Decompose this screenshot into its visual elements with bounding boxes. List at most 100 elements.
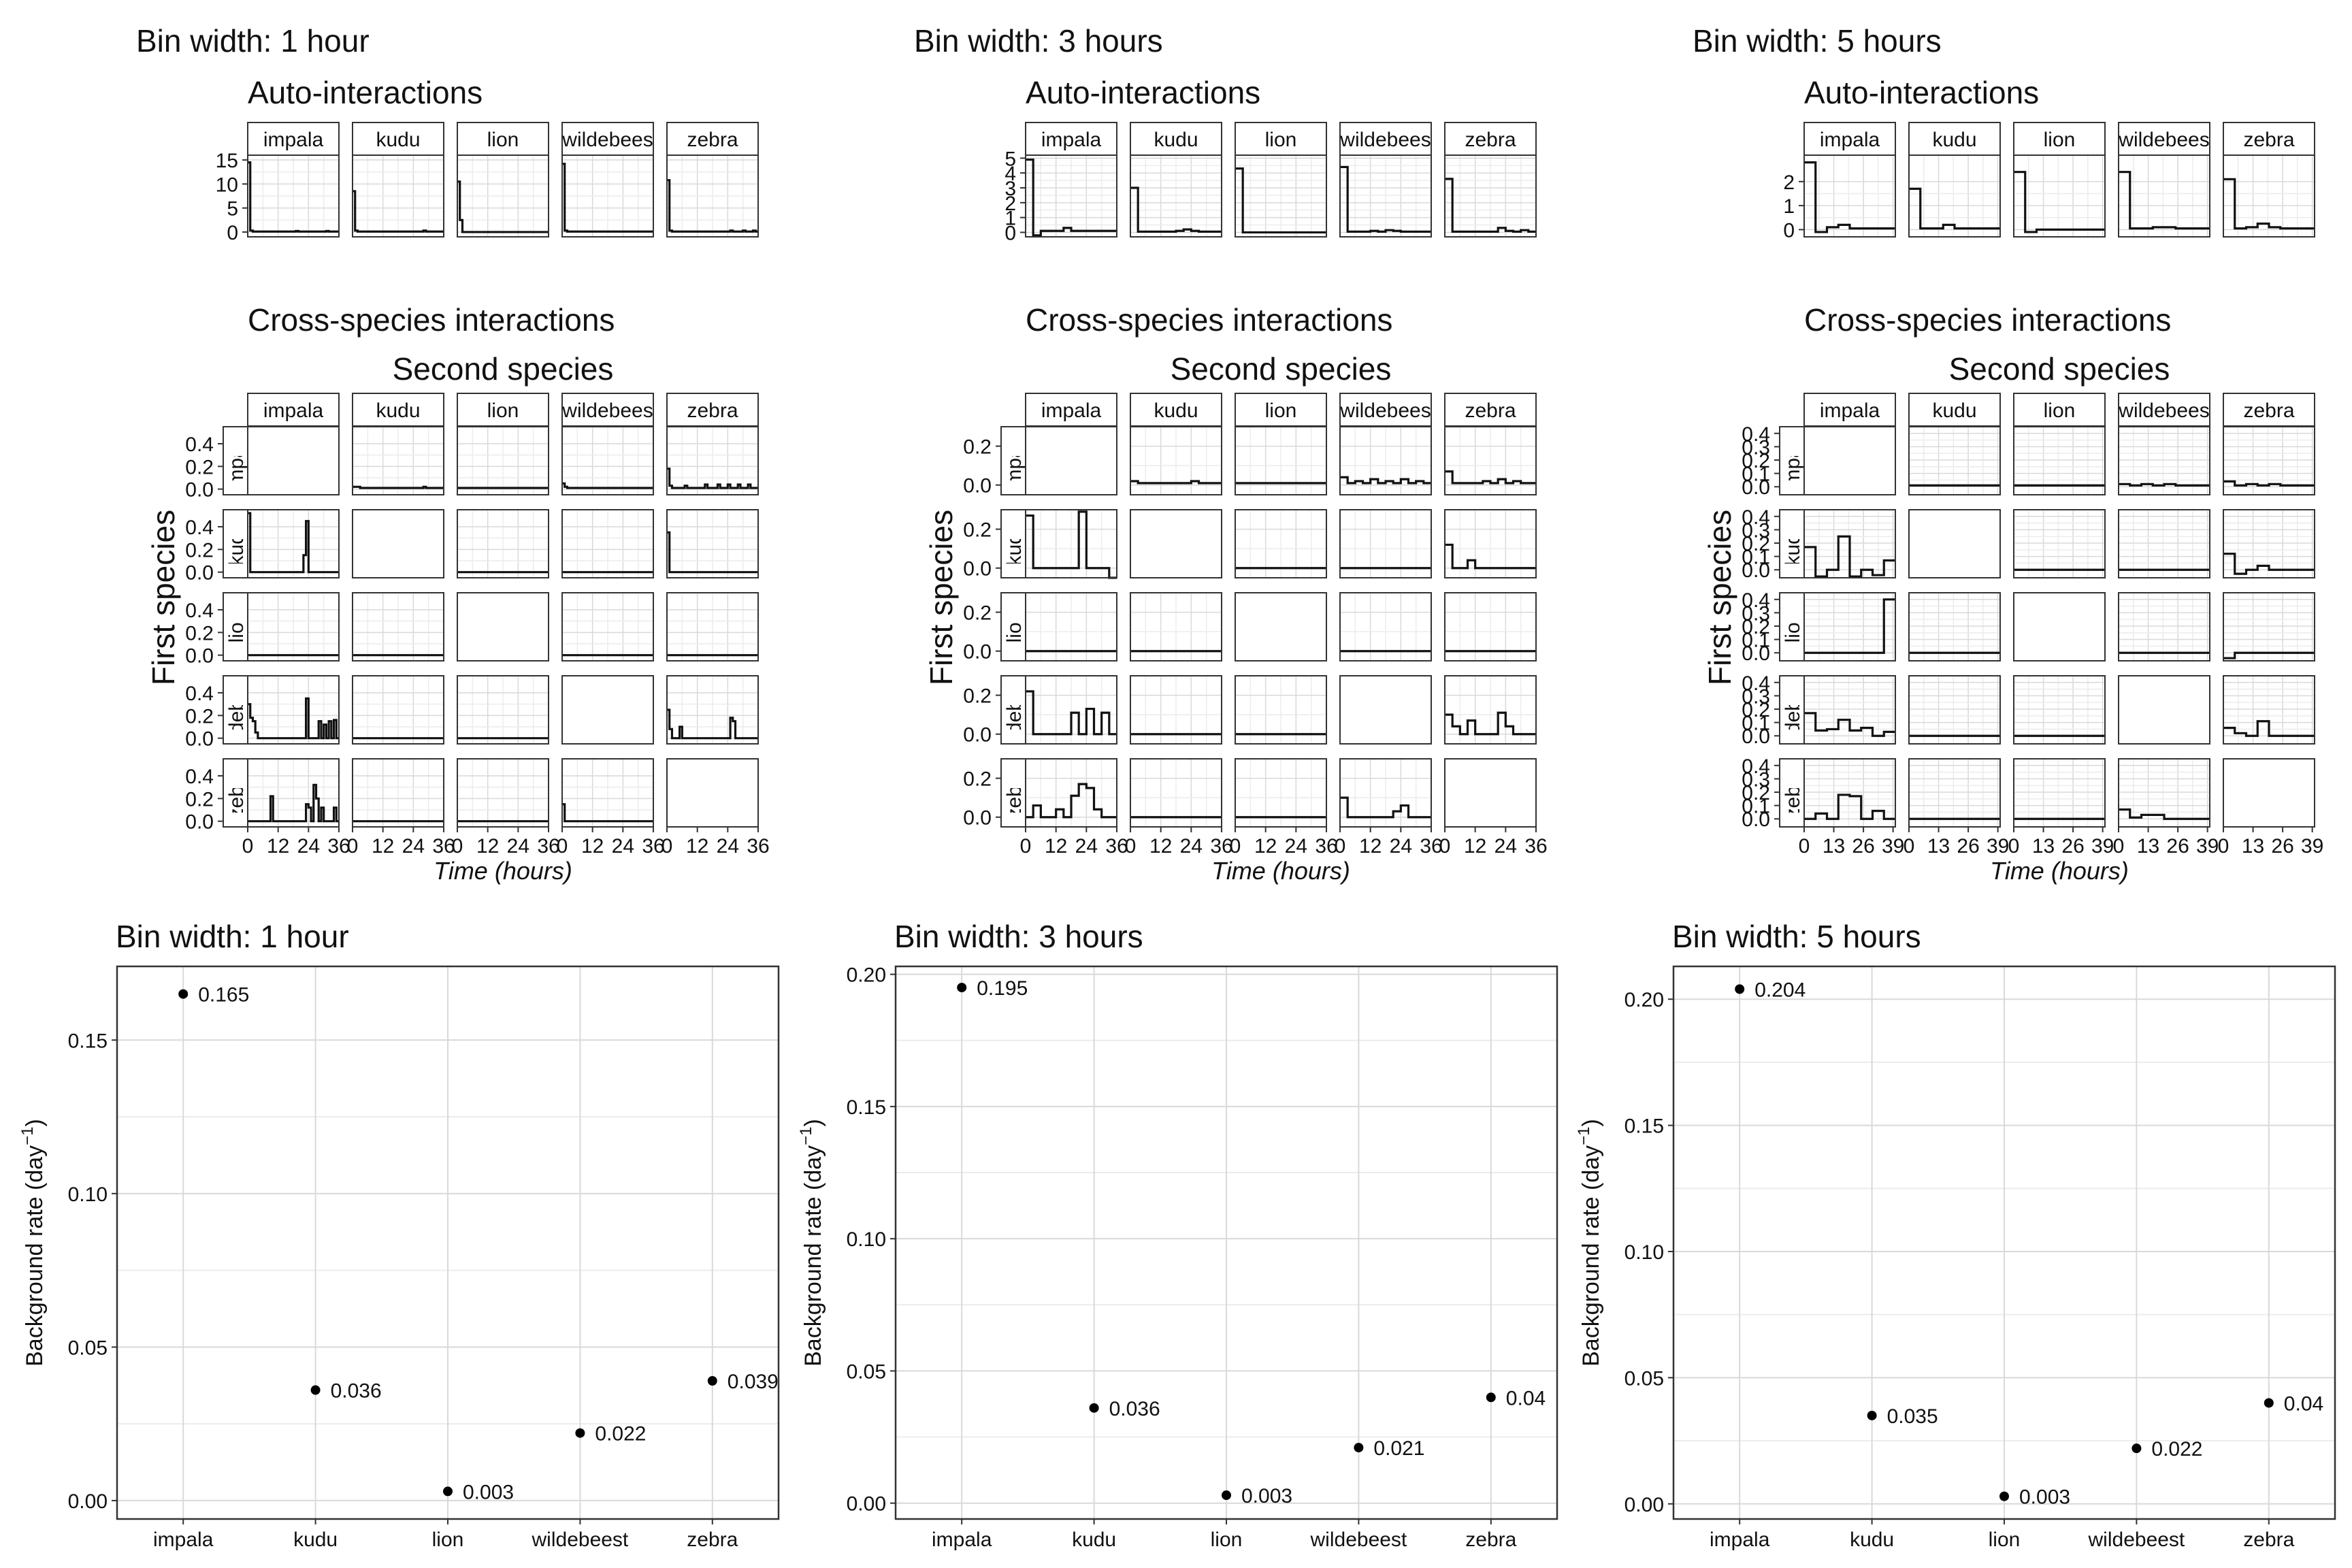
cross-panel-ildebee-lion: [1235, 675, 1327, 745]
y-axis-label-close: ): [800, 1119, 826, 1126]
panel-bg: [1340, 676, 1431, 744]
cross-panel-zebra-impala: [1803, 758, 1896, 828]
y-tick-label: 0.1: [1742, 796, 1770, 818]
cross-panel-kudu-kudu: [352, 509, 444, 578]
col-strip-zebra-box: [1444, 393, 1537, 427]
y-tick-label: 2: [1783, 172, 1795, 194]
series-line: [248, 512, 339, 574]
x-tick-label: 36: [1210, 835, 1232, 858]
series-line: [1445, 711, 1536, 736]
y-tick-label: 0.20: [847, 964, 886, 987]
y-tick-label: 0.0: [185, 562, 214, 585]
cross-panel-ildebee-kudu: [1908, 675, 2001, 745]
row-strip-zebra-label: zebra: [1003, 767, 1026, 818]
y-axis-label: Background rate (day−1): [797, 1119, 826, 1367]
x-tick-label: 13: [1823, 835, 1845, 858]
col-strip-impala-label: impala: [263, 399, 324, 422]
panel-border: [1444, 675, 1537, 745]
cross-panel-impala-zebra: [2223, 426, 2315, 495]
x-tick-label: kudu: [293, 1529, 338, 1551]
cross-panel-ildebee-wildebees: [561, 675, 654, 745]
y-tick-label: 0.00: [847, 1493, 886, 1516]
y-tick-label: 0.2: [963, 436, 992, 459]
panel-border: [457, 426, 549, 495]
data-point: [310, 1385, 321, 1395]
x-tick-label: 24: [1494, 835, 1517, 858]
panel-border: [1130, 509, 1222, 578]
panel-border: [2118, 154, 2210, 238]
panel-bg: [1804, 759, 1895, 827]
panel-border: [561, 426, 654, 495]
y-tick-label: 0.0: [963, 558, 992, 581]
series-line: [562, 803, 653, 823]
x-tick-label: 12: [372, 835, 394, 858]
panel-border: [2118, 426, 2210, 495]
panel-bg: [1909, 510, 2000, 578]
x-tick-label: impala: [1710, 1529, 1770, 1551]
cross-panel-impala-kudu: [1130, 426, 1222, 495]
cross-panel-zebra-zebra: [2223, 758, 2315, 828]
row-strip-ildebee-label: ildebee: [1003, 677, 1026, 743]
x-tick-label: lion: [1989, 1529, 2021, 1551]
y-tick-label: 0.00: [1624, 1494, 1664, 1516]
auto-strip-kudu-label: kudu: [1154, 129, 1198, 151]
y-tick-label: 5: [1004, 148, 1016, 170]
series-line: [2223, 178, 2315, 230]
auto-strip-zebra-box: [1444, 122, 1537, 156]
cross-panel-kudu-kudu: [1130, 509, 1222, 578]
auto-panel-impala: [1803, 154, 1896, 238]
panel-border: [666, 426, 759, 495]
x-tick-label: 0: [1020, 835, 1032, 858]
data-point: [1867, 1410, 1877, 1420]
x-axis-label: Time (hours): [1211, 857, 1350, 885]
panel-border: [2118, 675, 2210, 745]
panel-border: [457, 592, 549, 662]
y-tick-label: 0.0: [185, 728, 214, 751]
cross-title: Cross-species interactions: [1026, 302, 1392, 338]
x-tick-label: 36: [642, 835, 664, 858]
series-line: [1340, 476, 1431, 485]
auto-strip-kudu-box: [1908, 122, 2001, 156]
series-line: [562, 163, 653, 233]
scatter-figure-3: Bin width: 5 hours 0.00 0.05 0.10 0.15 0.20 im…: [1575, 919, 2336, 1551]
x-axis-label: Time (hours): [434, 857, 572, 885]
series-line: [667, 468, 758, 489]
cross-panels: [247, 426, 759, 828]
data-point: [707, 1376, 717, 1386]
auto-strip-zebra-label: zebra: [2243, 129, 2294, 151]
data-label: 0.021: [1373, 1437, 1424, 1460]
panel-border: [457, 675, 549, 745]
cross-panel-lion-wildebees: [1339, 592, 1432, 662]
y-tick-label: 0: [227, 222, 238, 244]
x-tick-label: 12: [581, 835, 604, 858]
x-tick-label: 36: [1105, 835, 1128, 858]
panel-border: [1444, 758, 1537, 828]
x-tick-label: 36: [432, 835, 455, 858]
y-tick-label: 1: [1783, 195, 1795, 218]
panel-border: [352, 426, 444, 495]
panel-border: [1025, 154, 1117, 238]
series-line: [667, 531, 758, 574]
y-tick-label: 0: [1783, 219, 1795, 242]
y-tick-label: 1: [1004, 208, 1016, 230]
x-tick-label: 13: [2137, 835, 2159, 858]
cross-panel-ildebee-zebra: [1444, 675, 1537, 745]
y-tick-label: 0.2: [185, 456, 214, 478]
cross-panel-zebra-wildebees: [561, 758, 654, 828]
cross-panel-kudu-kudu: [1908, 509, 2001, 578]
y-tick-label: 0.4: [1742, 423, 1770, 446]
cross-panel-zebra-kudu: [352, 758, 444, 828]
panel-bg: [2119, 510, 2210, 578]
col-strip-zebra-label: zebra: [2243, 399, 2294, 422]
panel-border: [352, 758, 444, 828]
y-tick-label: 15: [216, 150, 238, 172]
y-axis-label: Background rate (day−1): [1575, 1119, 1604, 1367]
x-tick-label: 24: [612, 835, 634, 858]
auto-strip-zebra-label: zebra: [1465, 129, 1516, 151]
cross-panel-lion-wildebees: [2118, 592, 2210, 662]
cross-panel-kudu-wildebees: [2118, 509, 2210, 578]
series-line: [2119, 483, 2210, 487]
panel-border: [2223, 426, 2315, 495]
cross-panel-ildebee-impala: [247, 675, 340, 745]
auto-panel-lion: [457, 154, 549, 238]
